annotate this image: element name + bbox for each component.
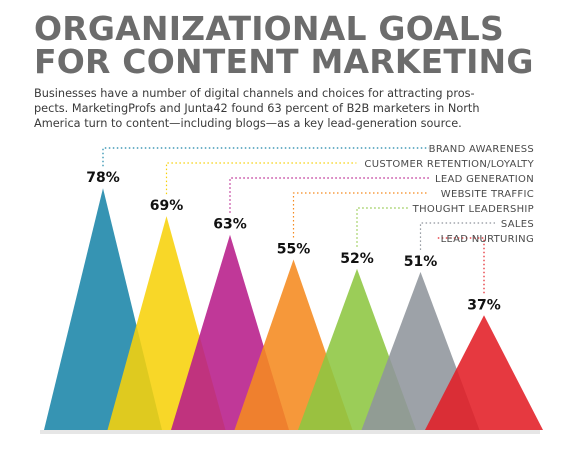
leader-line	[292, 192, 429, 238]
legend-label: THOUGHT LEADERSHIP	[412, 204, 534, 215]
subtitle-line-1: Businesses have a number of digital chan…	[34, 87, 475, 100]
legend-label: SALES	[501, 219, 534, 230]
page-title: ORGANIZATIONAL GOALS FOR CONTENT MARKETI…	[34, 12, 564, 78]
data-label: 55%	[277, 242, 311, 258]
legend-label: LEAD NURTURING	[441, 234, 534, 245]
subtitle-line-2: pects. MarketingProfs and Junta42 found …	[34, 102, 480, 115]
title-line-1: ORGANIZATIONAL GOALS	[34, 9, 504, 48]
leader-line	[419, 222, 495, 250]
data-label: 37%	[467, 297, 501, 313]
legend-label: BRAND AWARENESS	[429, 144, 534, 155]
legend-label: WEBSITE TRAFFIC	[441, 189, 534, 200]
leader-line	[356, 207, 410, 247]
triangle-lead-nurturing	[425, 315, 543, 430]
chart-baseline	[40, 430, 540, 434]
legend-label: CUSTOMER RETENTION/LOYALTY	[364, 159, 534, 170]
data-label: 52%	[340, 251, 374, 267]
data-label: 69%	[150, 198, 184, 214]
legend-label: LEAD GENERATION	[435, 174, 534, 185]
page-subtitle: Businesses have a number of digital chan…	[34, 86, 554, 131]
subtitle-line-3: America turn to content—including blogs—…	[34, 117, 462, 130]
data-label: 63%	[213, 217, 247, 233]
data-label: 78%	[86, 170, 120, 186]
title-line-2: FOR CONTENT MARKETING	[34, 42, 534, 81]
leader-line	[435, 237, 485, 294]
data-label: 51%	[404, 254, 438, 270]
